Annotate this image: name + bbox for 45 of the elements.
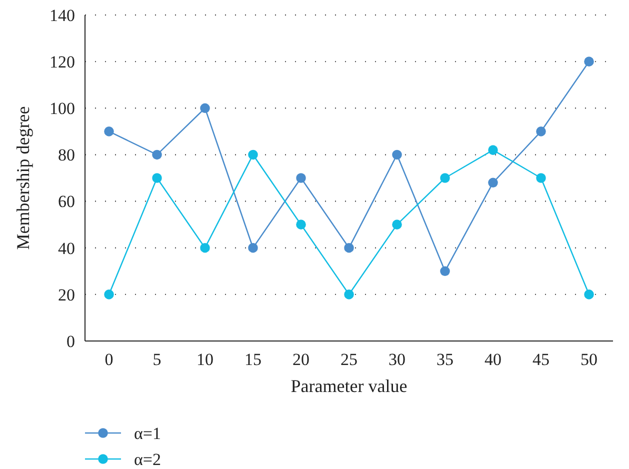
point [104, 126, 114, 136]
point [536, 126, 546, 136]
point [296, 173, 306, 183]
x-tick-label: 35 [436, 350, 454, 369]
point [200, 242, 210, 253]
point [536, 173, 546, 183]
point [584, 290, 594, 300]
point [152, 173, 162, 183]
y-tick-label: 0 [66, 332, 75, 351]
point [104, 290, 114, 300]
x-tick-label: 45 [532, 350, 550, 369]
y-tick-label: 80 [58, 146, 75, 165]
y-axis-title: Membership degree [13, 106, 33, 250]
point [200, 103, 210, 114]
x-tick-label: 15 [244, 350, 262, 369]
x-tick-label: 10 [196, 350, 214, 369]
y-tick-label: 100 [50, 99, 75, 118]
point [344, 242, 354, 253]
x-tick-label: 20 [292, 350, 310, 369]
y-tick-label: 140 [50, 6, 75, 25]
legend-label: α=1 [134, 424, 161, 443]
point [488, 145, 498, 155]
x-tick-label: 5 [152, 350, 162, 369]
point [152, 150, 162, 160]
point [248, 242, 258, 253]
point [392, 220, 402, 230]
point [584, 56, 594, 66]
x-tick-label: 0 [104, 350, 114, 369]
point [344, 290, 354, 300]
x-tick-label: 40 [484, 350, 502, 369]
point [488, 178, 498, 188]
point [440, 173, 450, 183]
point [296, 220, 306, 230]
y-tick-label: 20 [58, 285, 75, 304]
x-tick-label: 30 [388, 350, 406, 369]
x-axis-title: Parameter value [290, 376, 408, 396]
y-tick-label: 60 [58, 192, 75, 212]
legend-label: α=2 [134, 450, 161, 469]
x-tick-label: 50 [580, 350, 598, 369]
x-tick-label: 25 [340, 350, 358, 369]
point [392, 150, 402, 160]
point [440, 266, 450, 276]
y-tick-label: 120 [50, 52, 75, 72]
y-tick-label: 40 [58, 238, 75, 258]
point [248, 150, 258, 160]
